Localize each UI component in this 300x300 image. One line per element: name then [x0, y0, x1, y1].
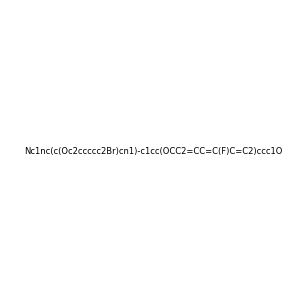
- Text: Nc1nc(c(Oc2ccccc2Br)cn1)-c1cc(OCC2=CC=C(F)C=C2)ccc1O: Nc1nc(c(Oc2ccccc2Br)cn1)-c1cc(OCC2=CC=C(…: [25, 147, 283, 156]
